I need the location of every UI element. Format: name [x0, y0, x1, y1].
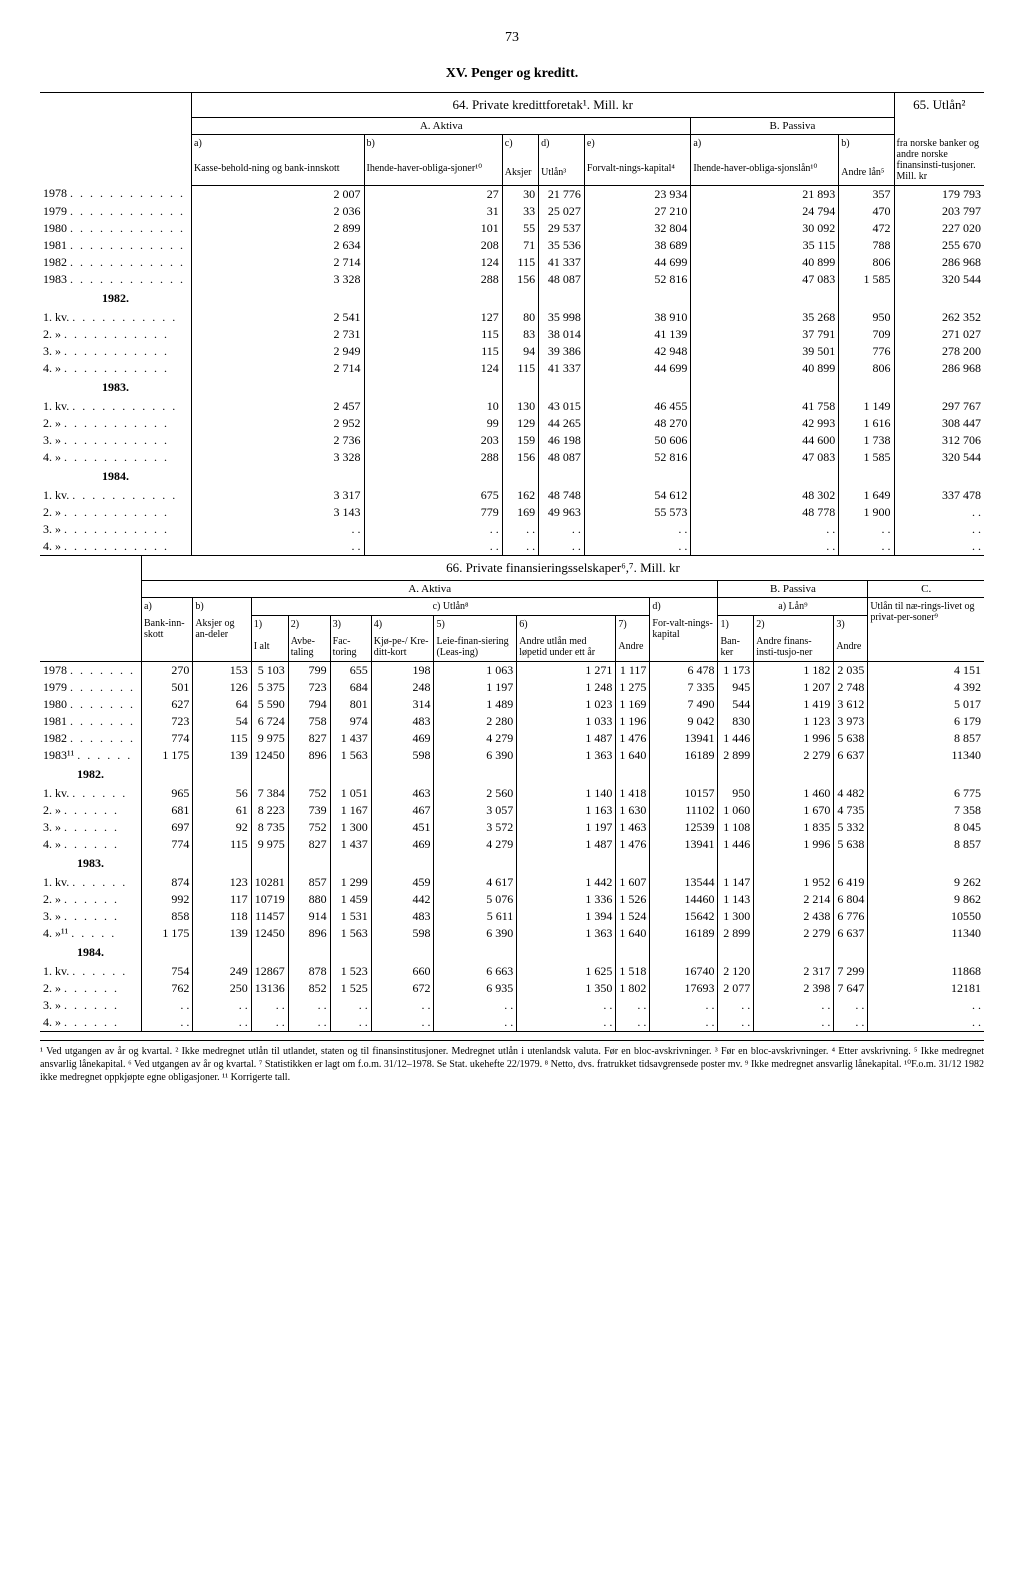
col-b-label: Ihende-haver-obliga-sjoner¹⁰ [364, 160, 502, 185]
c66-p3: 3) [834, 615, 868, 633]
c66-p1-l: Ban-ker [718, 633, 754, 662]
table-row: 3. » . . . . . . 69792 8 735752 1 300451… [40, 819, 984, 836]
table-row: 3. » . . . . . . . .. . . .. . . .. . . … [40, 997, 984, 1014]
table-row: 1978 . . . . . . . . . . . . 2 00727 302… [40, 185, 984, 203]
t66-aktiva: A. Aktiva [142, 580, 718, 597]
t64-right-sub: fra norske banker og andre norske finans… [894, 135, 984, 186]
c66-c5: 5) [434, 615, 517, 633]
table-row: 2. » . . . . . . 762250 13136852 1 52567… [40, 980, 984, 997]
col-d-label: Utlån³ [539, 160, 585, 185]
table-row: 4. » . . . . . . . . . . . . .. . . .. .… [40, 538, 984, 556]
table-row: 4. »¹¹ . . . . . 1 175139 12450896 1 563… [40, 925, 984, 942]
col-e: e) [584, 135, 690, 160]
col-a-label: Kasse-behold-ning og bank-innskott [192, 160, 365, 185]
table-row: 2. » . . . . . . . . . . . 2 95299 12944… [40, 415, 984, 432]
c66-p3-l: Andre [834, 633, 868, 662]
c66-c6-l: Andre utlån med løpetid under ett år [517, 633, 616, 662]
table-row: 1. kv. . . . . . . 874123 10281857 1 299… [40, 874, 984, 891]
table-row: 1980 . . . . . . . . . . . . 2 899101 55… [40, 220, 984, 237]
section-title: XV. Penger og kreditt. [40, 66, 984, 82]
c66-c3: 3) [330, 615, 371, 633]
col-pb-label: Andre lån⁵ [839, 160, 894, 185]
table-row: 2. » . . . . . . 68161 8 223739 1 167467… [40, 802, 984, 819]
c66-p1: 1) [718, 615, 754, 633]
table-row: 2. » . . . . . . 992117 10719880 1 45944… [40, 891, 984, 908]
table-row: 3. » . . . . . . . . . . . 2 736203 1594… [40, 432, 984, 449]
c66-p2: 2) [754, 615, 834, 633]
c66-p2-l: Andre finans-insti-tusjo-ner [754, 633, 834, 662]
t64-title: 64. Private kredittforetak¹. Mill. kr [192, 93, 895, 118]
page-number: 73 [40, 30, 984, 46]
c66-c7-l: Andre [616, 633, 650, 662]
footnotes: ¹ Ved utgangen av år og kvartal. ² Ikke … [40, 1040, 984, 1084]
table-row: 1. kv. . . . . . . 96556 7 384752 1 0514… [40, 785, 984, 802]
t64-passiva: B. Passiva [691, 118, 894, 135]
table-row: 1983¹¹ . . . . . . 1 175139 12450896 1 5… [40, 747, 984, 764]
col-c: c) [502, 135, 538, 160]
table-row: 1981 . . . . . . . 72354 6 724758 974483… [40, 713, 984, 730]
table-64: 64. Private kredittforetak¹. Mill. kr 65… [40, 92, 984, 556]
c66-b-l: Aksjer og an-deler [193, 615, 251, 661]
col-c-label: Aksjer [502, 160, 538, 185]
table-row: 1. kv. . . . . . . . . . . . 2 45710 130… [40, 398, 984, 415]
table-row: 1979 . . . . . . . 501126 5 375723 68424… [40, 679, 984, 696]
table-row: 2. » . . . . . . . . . . . 3 143779 1694… [40, 504, 984, 521]
c66-c1: 1) [251, 615, 288, 633]
c66-c6: 6) [517, 615, 616, 633]
table-row: 1982 . . . . . . . 774115 9 975827 1 437… [40, 730, 984, 747]
table-row: 3. » . . . . . . . . . . . . .. . . .. .… [40, 521, 984, 538]
c66-c3-l: Fac-toring [330, 633, 371, 662]
c66-b: b) [193, 597, 251, 615]
col-d: d) [539, 135, 585, 160]
table-row: 3. » . . . . . . . . . . . 2 949115 9439… [40, 343, 984, 360]
c66-c2-l: Avbe-taling [288, 633, 330, 662]
table-row: 1983 . . . . . . . . . . . . 3 328288 15… [40, 271, 984, 288]
table-row: 4. » . . . . . . . . . . . 2 714124 1154… [40, 360, 984, 377]
col-b: b) [364, 135, 502, 160]
c66-c7: 7) [616, 615, 650, 633]
t66-title: 66. Private finansieringsselskaper⁶,⁷. M… [142, 555, 985, 580]
col-a: a) [192, 135, 365, 160]
table-row: 1982 . . . . . . . . . . . . 2 714124 11… [40, 254, 984, 271]
t66-passiva: B. Passiva [718, 580, 868, 597]
c66-c2: 2) [288, 615, 330, 633]
table-row: 1. kv. . . . . . . . . . . . 2 541127 80… [40, 309, 984, 326]
table-row: 1. kv. . . . . . . . . . . . 3 317675 16… [40, 487, 984, 504]
table-row: 2. » . . . . . . . . . . . 2 731115 8338… [40, 326, 984, 343]
table-row: 4. » . . . . . . . .. . . .. . . .. . . … [40, 1014, 984, 1032]
c66-d: d) [650, 597, 718, 615]
table-row: 1981 . . . . . . . . . . . . 2 634208 71… [40, 237, 984, 254]
t64-right-title: 65. Utlån² [894, 93, 984, 135]
col-pb: b) [839, 135, 894, 160]
c66-c5-l: Leie-finan-siering (Leas-ing) [434, 633, 517, 662]
c66-d-l: For-valt-nings-kapital [650, 615, 718, 661]
table-row: 4. » . . . . . . . . . . . 3 328288 1564… [40, 449, 984, 466]
col-pa: a) [691, 135, 839, 160]
c66-c: c) Utlån⁸ [251, 597, 650, 615]
table-row: 4. » . . . . . . 774115 9 975827 1 43746… [40, 836, 984, 853]
c66-cc: Utlån til næ-rings-livet og privat-per-s… [868, 597, 984, 661]
table-row: 1979 . . . . . . . . . . . . 2 03631 332… [40, 203, 984, 220]
table-row: 1980 . . . . . . . 62764 5 590794 801314… [40, 696, 984, 713]
col-pa-label: Ihende-haver-obliga-sjonslån¹⁰ [691, 160, 839, 185]
t66-c: C. [868, 580, 984, 597]
t64-aktiva: A. Aktiva [192, 118, 691, 135]
c66-c1-l: I alt [251, 633, 288, 662]
c66-pa: a) Lån⁹ [718, 597, 868, 615]
c66-a-l: Bank-inn-skott [142, 615, 193, 661]
table-66: 66. Private finansieringsselskaper⁶,⁷. M… [40, 555, 984, 1032]
table-row: 1978 . . . . . . . 270153 5 103799 65519… [40, 661, 984, 679]
col-e-label: Forvalt-nings-kapital⁴ [584, 160, 690, 185]
c66-a: a) [142, 597, 193, 615]
c66-c4: 4) [371, 615, 434, 633]
table-row: 3. » . . . . . . 858118 11457914 1 53148… [40, 908, 984, 925]
c66-c4-l: Kjø-pe-/ Kre-ditt-kort [371, 633, 434, 662]
table-row: 1. kv. . . . . . . 754249 12867878 1 523… [40, 963, 984, 980]
